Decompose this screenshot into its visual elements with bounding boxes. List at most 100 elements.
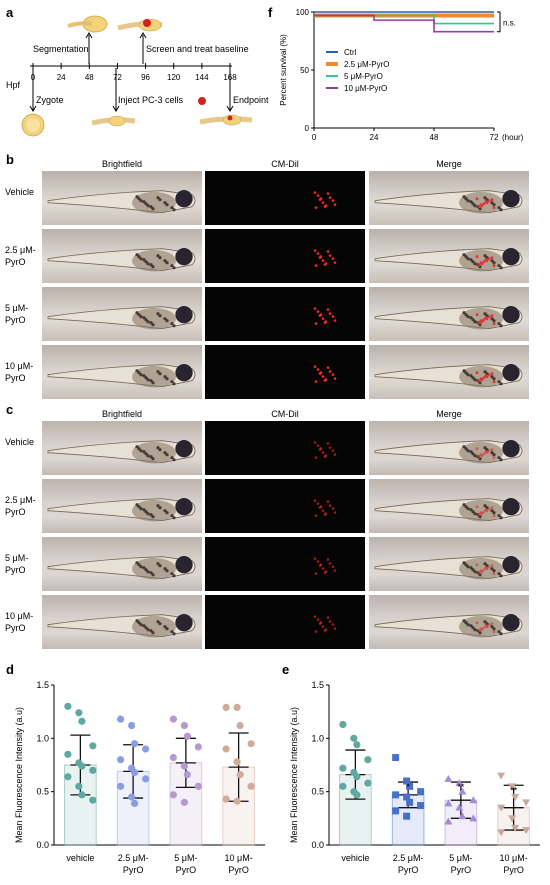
d-y-tick-label: 0.5	[36, 787, 49, 797]
pc3-cell-dot-icon	[198, 97, 206, 105]
e-data-point	[392, 807, 400, 815]
f-legend-label: 10 μM-PyrO	[344, 84, 387, 93]
e-data-point	[469, 796, 478, 804]
d-data-point	[183, 771, 191, 779]
f-x-tick-label: 48	[430, 133, 439, 142]
fluorescence-chart-e: 0.0 0.5 1.0 1.5 Mean Fluorescence Intensity …	[289, 680, 540, 875]
timeline-tick-label: 96	[141, 73, 150, 82]
d-y-label: Mean Fluorescence Intensity (a.u)	[14, 707, 24, 843]
panel-label-e: e	[282, 662, 290, 677]
e-data-point	[469, 814, 478, 822]
d-bar	[222, 766, 255, 846]
timeline-inject: Inject PC-3 cells	[118, 95, 184, 105]
e-data-point	[508, 783, 517, 791]
e-category-label: vehicle	[341, 853, 369, 863]
timeline-zygote: Zygote	[36, 95, 64, 105]
merge-image	[369, 171, 529, 225]
embryo-96hpf-icon	[117, 18, 163, 32]
merge-image	[369, 345, 529, 399]
e-data-point	[497, 829, 506, 837]
d-data-point	[64, 702, 72, 710]
d-category-label: 5 μM-	[174, 853, 197, 863]
e-y-label: Mean Fluorescence Intensity (a.u)	[289, 707, 299, 843]
panel-label-a: a	[6, 5, 14, 20]
e-data-point	[406, 798, 414, 806]
e-data-point	[522, 799, 531, 807]
d-data-point	[142, 775, 150, 783]
d-data-point	[236, 771, 244, 779]
f-y-tick-label: 100	[296, 8, 310, 17]
e-data-point	[339, 720, 347, 729]
d-data-point	[222, 795, 230, 803]
f-annotation: n.s.	[503, 18, 516, 27]
d-data-point	[142, 745, 150, 753]
d-data-point	[247, 740, 255, 748]
brightfield-image	[42, 479, 202, 533]
f-y-label: Percent survival (%)	[279, 34, 288, 106]
brightfield-image	[42, 345, 202, 399]
e-category-label: PyrO	[503, 865, 524, 875]
grid-row-label: 5 μM- PyrO	[5, 303, 29, 325]
embryo-168hpf-icon	[199, 114, 253, 126]
e-significance: *	[406, 782, 410, 792]
zygote-icon	[21, 113, 45, 137]
panel-label-b: b	[6, 152, 14, 167]
timeline-segmentation: Segmentation	[33, 44, 89, 54]
d-data-point	[236, 721, 244, 730]
e-data-point	[444, 799, 453, 807]
f-y-tick-label: 50	[300, 66, 309, 75]
merge-image	[369, 537, 529, 591]
e-y-tick-label: 1.0	[311, 733, 324, 743]
timeline-tick-label: 120	[167, 73, 181, 82]
cmdil-image	[205, 345, 365, 399]
d-data-point	[78, 717, 86, 725]
merge-image	[369, 229, 529, 283]
e-data-point	[417, 788, 425, 796]
timeline-screen: Screen and treat baseline	[146, 44, 249, 54]
d-data-point	[89, 766, 97, 774]
f-y-tick-label: 0	[305, 124, 310, 133]
e-data-point	[458, 787, 467, 795]
e-data-point	[350, 734, 358, 742]
brightfield-image	[42, 171, 202, 225]
grid-row-label: 10 μM- PyrO	[5, 361, 34, 383]
e-data-point	[522, 827, 531, 835]
merge-image	[369, 479, 529, 533]
e-data-point	[508, 815, 517, 823]
d-data-point	[128, 721, 136, 730]
f-bracket	[497, 11, 501, 33]
e-data-point	[455, 779, 464, 787]
survival-chart: 0 50 100 0 24 48 72 (hour) Percent survival (%) C…	[279, 8, 524, 142]
e-data-point	[403, 793, 411, 801]
e-data-point	[353, 741, 361, 749]
b-col-header-merge: Merge	[436, 159, 462, 169]
f-x-label: (hour)	[502, 133, 524, 142]
merge-image	[369, 595, 529, 649]
panel-label-c: c	[6, 402, 14, 417]
b-col-header-brightfield: Brightfield	[101, 159, 143, 169]
d-data-point	[75, 782, 83, 790]
e-category-label: 2.5 μM-	[393, 853, 424, 863]
brightfield-image	[42, 595, 202, 649]
d-data-point	[194, 743, 202, 751]
d-data-point	[89, 742, 97, 750]
d-data-point	[180, 798, 188, 806]
brightfield-image	[42, 537, 202, 591]
grid-row-label: 5 μM- PyrO	[5, 553, 29, 575]
e-data-point	[455, 803, 464, 811]
d-data-point	[222, 703, 230, 711]
e-y-tick-label: 1.5	[311, 680, 324, 690]
e-category-label: PyrO	[398, 865, 419, 875]
d-category-label: PyrO	[176, 865, 197, 875]
merge-image	[369, 287, 529, 341]
merge-image	[369, 421, 529, 475]
d-y-tick-label: 0.0	[36, 840, 49, 850]
cmdil-image	[205, 479, 365, 533]
brightfield-image	[42, 229, 202, 283]
d-data-point	[128, 793, 136, 801]
d-data-point	[180, 721, 188, 730]
e-data-point	[417, 802, 425, 810]
d-data-point	[131, 768, 139, 777]
cmdil-image	[205, 287, 365, 341]
cmdil-image	[205, 595, 365, 649]
